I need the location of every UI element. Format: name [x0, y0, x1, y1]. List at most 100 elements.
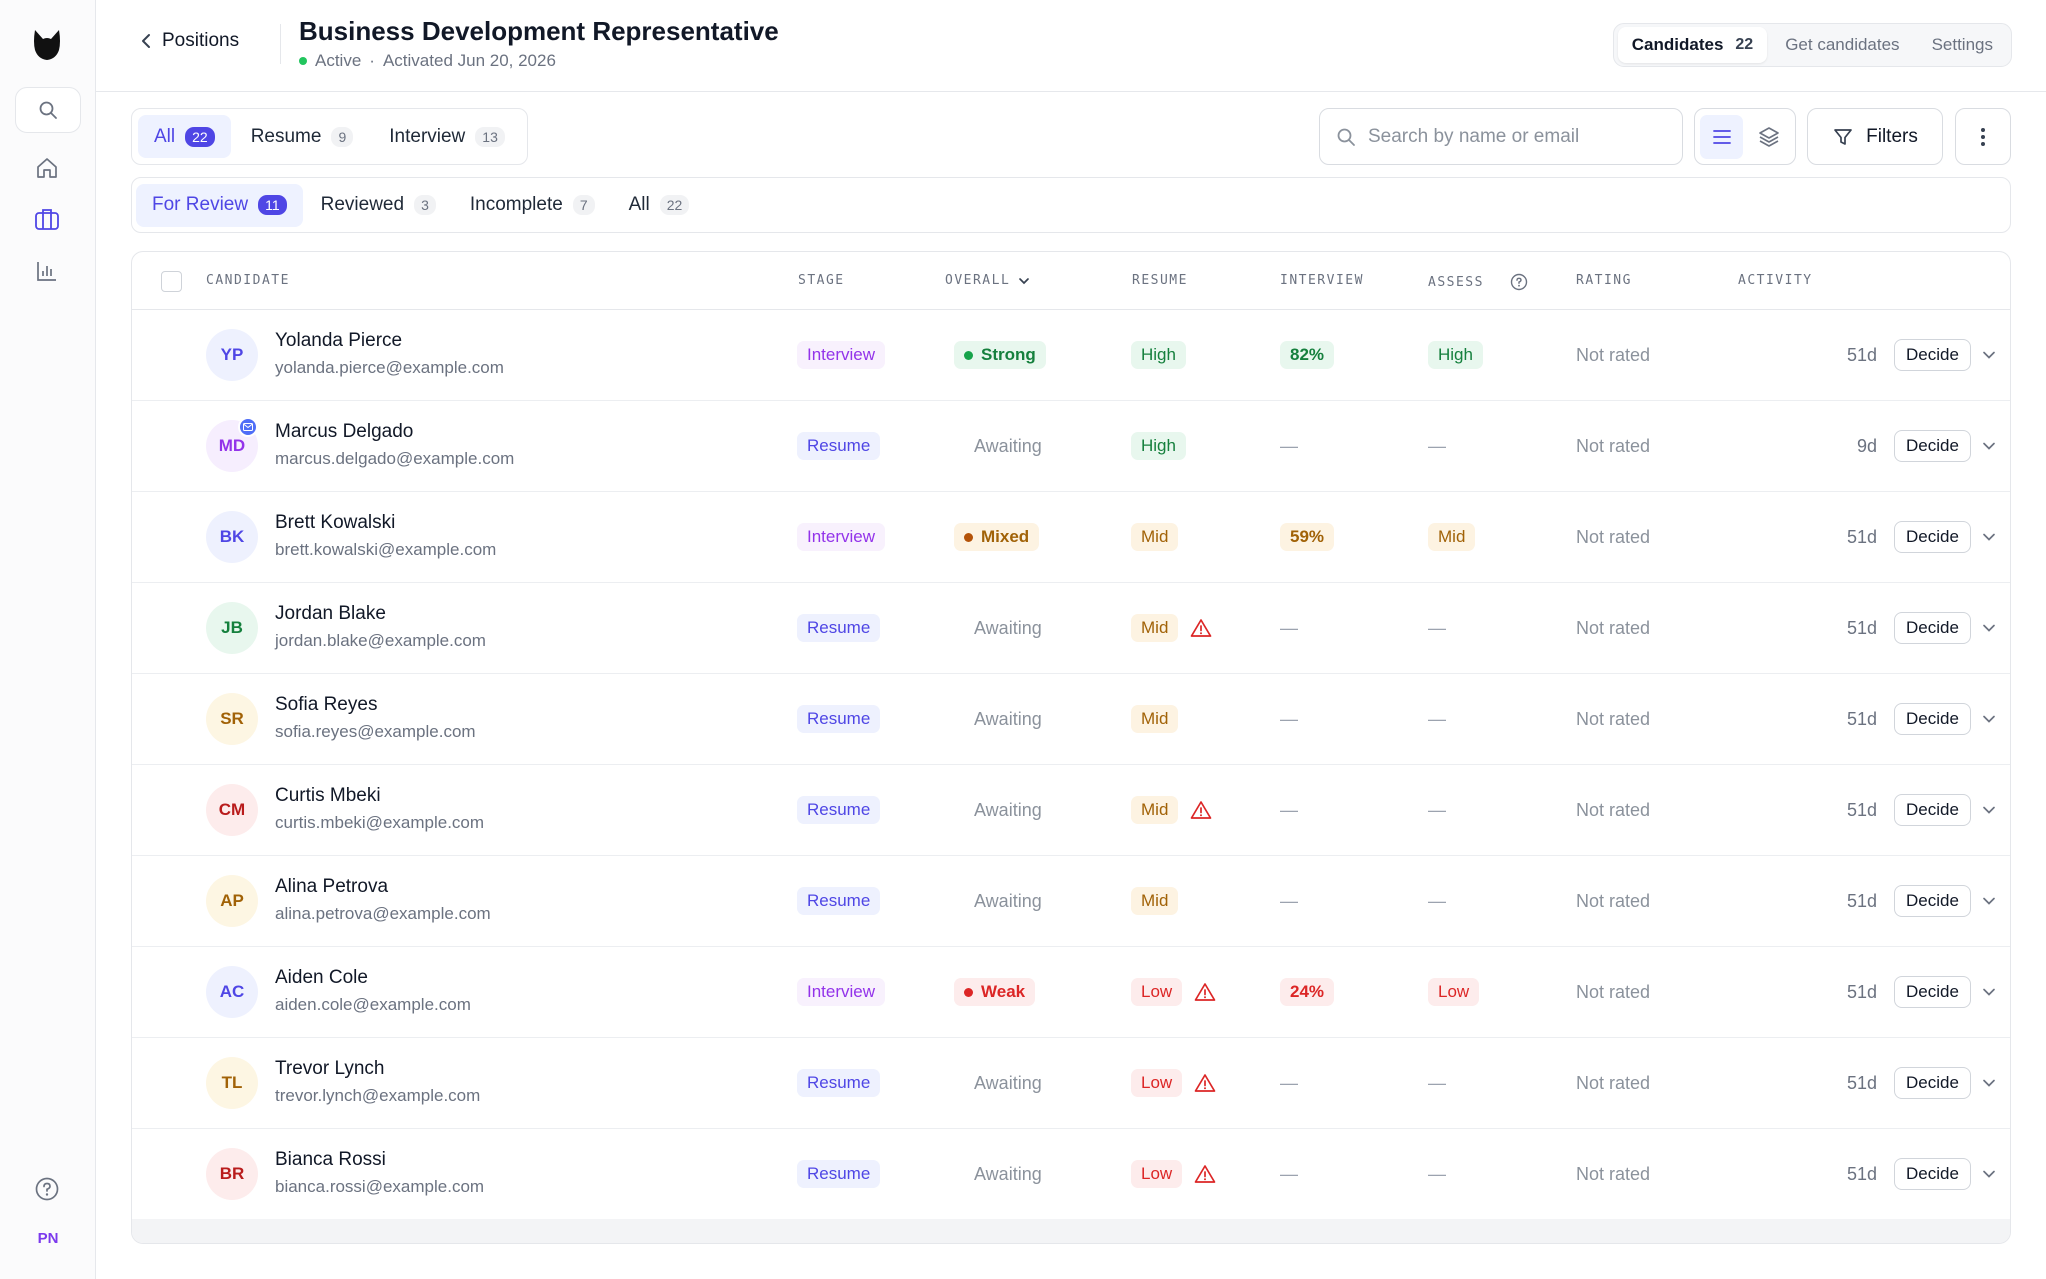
column-header-overall-label: OVERALL	[945, 273, 1011, 288]
resume-badge: High	[1131, 432, 1186, 460]
layers-view-icon[interactable]	[1747, 115, 1790, 159]
app-logo-icon[interactable]	[32, 28, 62, 62]
table-row[interactable]: YP Yolanda Pierce yolanda.pierce@example.c…	[132, 310, 2010, 401]
overall-label: Awaiting	[974, 435, 1042, 456]
warning-icon	[1190, 618, 1212, 638]
column-header-interview[interactable]: INTERVIEW	[1280, 273, 1364, 288]
decide-button[interactable]: Decide	[1894, 885, 1971, 917]
decide-button[interactable]: Decide	[1894, 703, 1971, 735]
column-header-resume[interactable]: RESUME	[1132, 273, 1188, 288]
decide-chevron-down-icon[interactable]	[1982, 1129, 1996, 1219]
review-tab-all[interactable]: All 22	[613, 184, 706, 227]
candidate-name[interactable]: Curtis Mbeki	[275, 785, 381, 806]
filters-button[interactable]: Filters	[1807, 108, 1943, 165]
table-row[interactable]: CM Curtis Mbeki curtis.mbeki@example.com Re…	[132, 765, 2010, 856]
review-tab-label: Reviewed	[320, 194, 405, 215]
review-tab-for-review[interactable]: For Review 11	[136, 183, 303, 227]
column-header-activity[interactable]: ACTIVITY	[1738, 273, 1813, 288]
table-row[interactable]: SR Sofia Reyes sofia.reyes@example.com Resu…	[132, 674, 2010, 765]
decide-chevron-down-icon[interactable]	[1982, 492, 1996, 582]
analytics-icon[interactable]	[32, 256, 62, 286]
activity-text: 51d	[1846, 1072, 1877, 1093]
stage-tab-interview[interactable]: Interview 13	[373, 115, 521, 158]
resume-badge: Mid	[1131, 887, 1179, 915]
column-header-overall[interactable]: OVERALL	[945, 273, 1030, 288]
help-circle-icon[interactable]	[1510, 273, 1528, 291]
table-row[interactable]: AC Aiden Cole aiden.cole@example.com Interv…	[132, 947, 2010, 1038]
interview-score-empty: —	[1280, 1072, 1298, 1093]
decide-chevron-down-icon[interactable]	[1982, 947, 1996, 1037]
stage-badge: Interview	[797, 978, 886, 1006]
decide-button[interactable]: Decide	[1894, 612, 1971, 644]
decide-button[interactable]: Decide	[1894, 1158, 1971, 1190]
header: Positions Business Development Represent…	[96, 0, 2046, 92]
candidate-name[interactable]: Bianca Rossi	[275, 1149, 386, 1170]
rating-text: Not rated	[1576, 890, 1651, 911]
list-view-icon[interactable]	[1700, 114, 1743, 159]
tab-settings[interactable]: Settings	[1918, 27, 2007, 63]
table-row[interactable]: AP Alina Petrova alina.petrova@example.com…	[132, 856, 2010, 947]
select-all-checkbox[interactable]	[161, 271, 182, 292]
tab-get-candidates-label: Get candidates	[1785, 35, 1900, 54]
candidate-name[interactable]: Trevor Lynch	[275, 1058, 385, 1079]
table-row[interactable]: JB Jordan Blake jordan.blake@example.com Re…	[132, 583, 2010, 674]
user-avatar[interactable]: PN	[37, 1230, 59, 1247]
filters-label: Filters	[1866, 125, 1918, 147]
table-row[interactable]: MD Marcus Delgado marcus.delgado@example.c…	[132, 401, 2010, 492]
table-row[interactable]: TL Trevor Lynch trevor.lynch@example.com Re…	[132, 1038, 2010, 1129]
review-tab-reviewed[interactable]: Reviewed 3	[305, 184, 452, 227]
column-header-assess-label: ASSESS	[1428, 274, 1484, 290]
decide-button[interactable]: Decide	[1894, 794, 1971, 826]
stage-tab-resume[interactable]: Resume 9	[235, 115, 370, 158]
decide-button[interactable]: Decide	[1894, 521, 1971, 553]
search-icon[interactable]	[15, 87, 81, 133]
candidate-email: bianca.rossi@example.com	[275, 1177, 485, 1196]
column-header-assess[interactable]: ASSESS	[1428, 273, 1528, 291]
decide-button[interactable]: Decide	[1894, 1067, 1971, 1099]
tab-candidates[interactable]: Candidates 22	[1617, 27, 1768, 63]
briefcase-icon[interactable]	[32, 204, 62, 234]
candidate-name[interactable]: Aiden Cole	[275, 967, 368, 988]
divider	[280, 24, 281, 64]
candidate-name[interactable]: Yolanda Pierce	[275, 330, 403, 351]
decide-chevron-down-icon[interactable]	[1982, 765, 1996, 855]
help-icon[interactable]	[32, 1174, 62, 1204]
rating-text: Not rated	[1576, 1163, 1651, 1184]
decide-chevron-down-icon[interactable]	[1982, 310, 1996, 400]
activity-text: 51d	[1846, 526, 1877, 547]
decide-chevron-down-icon[interactable]	[1982, 1038, 1996, 1128]
decide-button[interactable]: Decide	[1894, 339, 1971, 371]
table-row[interactable]: BK Brett Kowalski brett.kowalski@example.c…	[132, 492, 2010, 583]
candidate-name[interactable]: Jordan Blake	[275, 603, 386, 624]
tab-get-candidates[interactable]: Get candidates	[1771, 27, 1913, 63]
column-header-rating[interactable]: RATING	[1576, 273, 1632, 288]
column-header-candidate[interactable]: CANDIDATE	[206, 273, 290, 288]
more-options-icon[interactable]	[1955, 108, 2011, 165]
candidate-email: aiden.cole@example.com	[275, 995, 471, 1014]
candidate-email: jordan.blake@example.com	[275, 631, 486, 650]
stage-tab-all[interactable]: All 22	[138, 115, 231, 158]
status-separator: ·	[369, 51, 375, 70]
rating-text: Not rated	[1576, 526, 1651, 547]
search-field[interactable]	[1319, 108, 1683, 165]
decide-chevron-down-icon[interactable]	[1982, 674, 1996, 764]
decide-button[interactable]: Decide	[1894, 430, 1971, 462]
candidate-name[interactable]: Marcus Delgado	[275, 421, 414, 442]
decide-chevron-down-icon[interactable]	[1982, 856, 1996, 946]
stage-filter-tabs: All 22 Resume 9 Interview 13	[131, 108, 528, 165]
column-header-stage[interactable]: STAGE	[798, 273, 845, 288]
table-row[interactable]: BR Bianca Rossi bianca.rossi@example.com Re…	[132, 1129, 2010, 1220]
decide-chevron-down-icon[interactable]	[1982, 583, 1996, 673]
candidate-name[interactable]: Brett Kowalski	[275, 512, 396, 533]
decide-button[interactable]: Decide	[1894, 976, 1971, 1008]
home-icon[interactable]	[32, 153, 62, 183]
interview-score-empty: —	[1280, 799, 1298, 820]
decide-chevron-down-icon[interactable]	[1982, 401, 1996, 491]
candidate-name[interactable]: Sofia Reyes	[275, 694, 378, 715]
filter-icon	[1834, 128, 1852, 145]
candidate-name[interactable]: Alina Petrova	[275, 876, 389, 897]
overall-badge: Mixed	[954, 523, 1040, 551]
back-to-positions-link[interactable]: Positions	[140, 30, 239, 52]
search-input[interactable]	[1368, 125, 1658, 148]
review-tab-incomplete[interactable]: Incomplete 7	[454, 184, 611, 227]
